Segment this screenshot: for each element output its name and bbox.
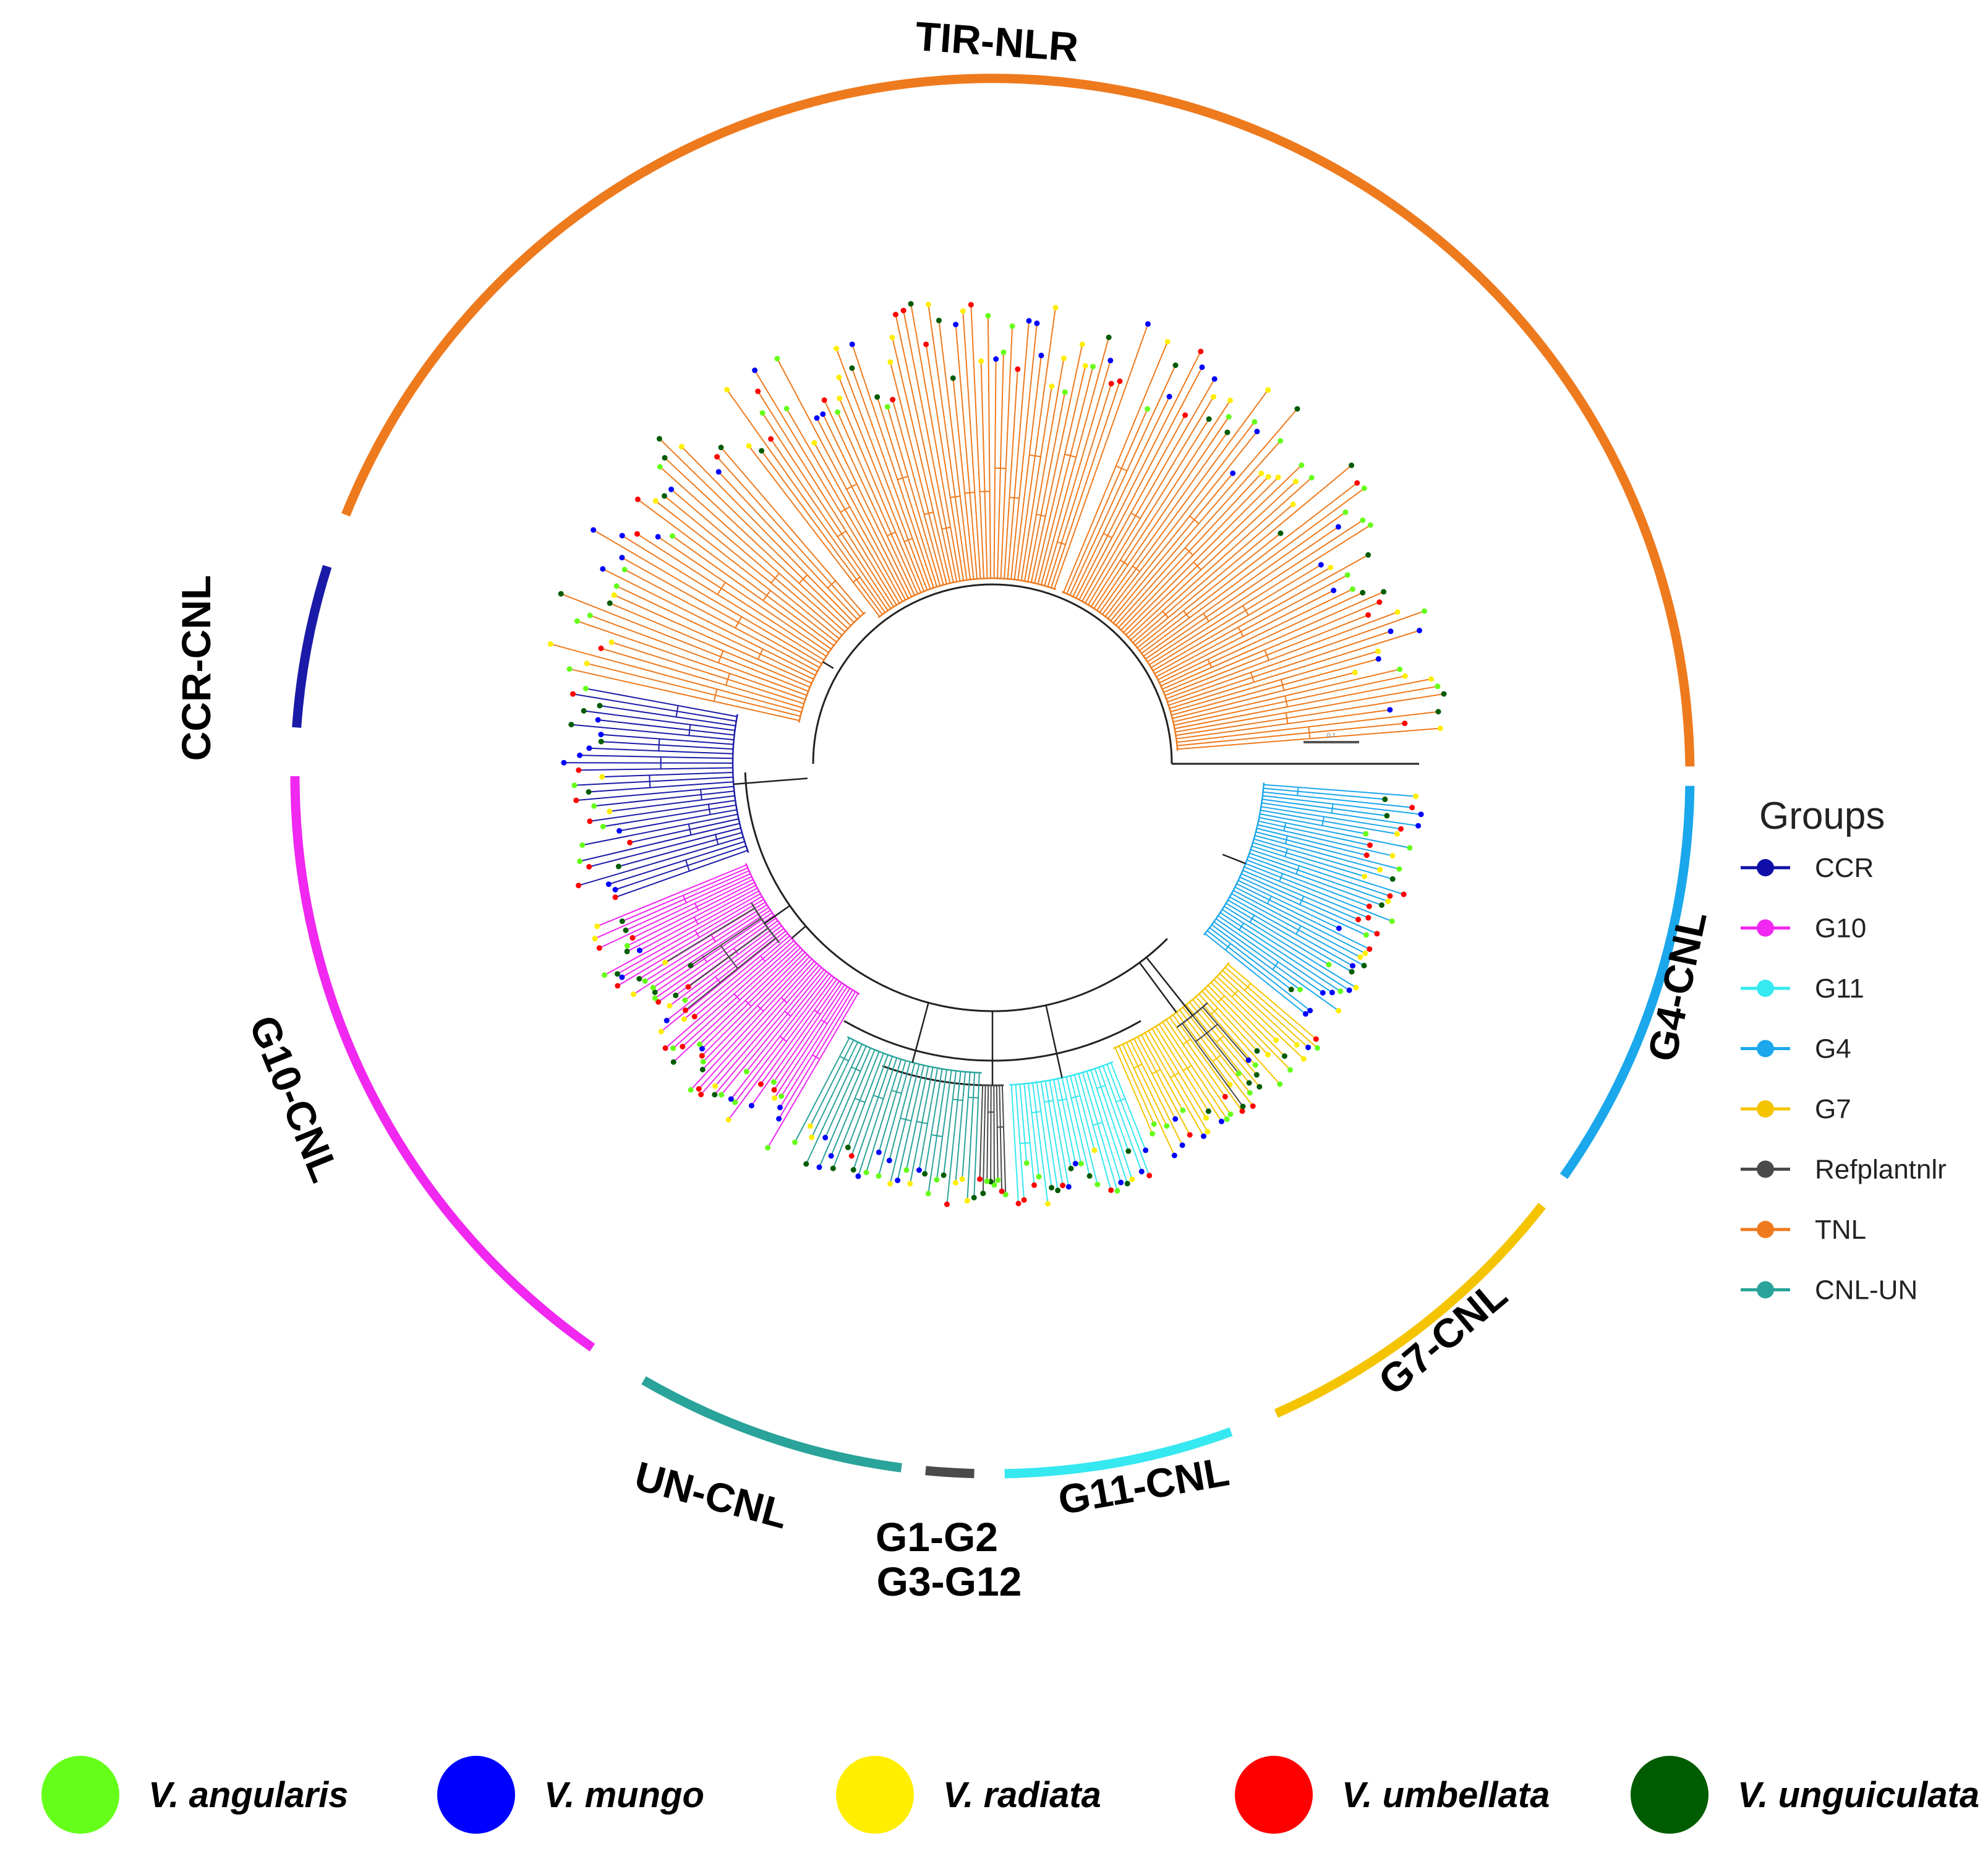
legend-item: G7 [1741, 1094, 1851, 1124]
tree-clade [1061, 339, 1447, 751]
tree-clade [561, 685, 808, 900]
species-swatch [836, 1756, 914, 1834]
species-swatch [1631, 1756, 1709, 1834]
legend-label: CNL-UN [1815, 1275, 1918, 1306]
legend-item: Refplantnlr [1741, 1155, 1947, 1185]
tree-clade [724, 301, 1151, 618]
legend-marker [1757, 1100, 1774, 1118]
groups-legend: Groups CCR G10 G11 G4 G7 Refplantnlr TNL CNL-UN [1741, 795, 1947, 1306]
tree-clade [1203, 782, 1424, 1017]
clade-label-g3-g12: G3-G12 [877, 1559, 1022, 1604]
clade-label-ccr-cnl: CCR-CNL [173, 575, 219, 761]
tree-clade [1112, 962, 1320, 1158]
legend-item: G11 [1741, 973, 1864, 1004]
ring-arc-un-cnl [641, 1376, 902, 1473]
species-label: V. mungo [544, 1775, 704, 1815]
legend-label: G10 [1815, 913, 1866, 944]
clade-label-g1-g2: G1-G2 [876, 1514, 998, 1560]
legend-label: TNL [1815, 1215, 1866, 1245]
legend-item: TNL [1741, 1215, 1866, 1245]
species-item: V. radiata [836, 1756, 1101, 1834]
legend-marker [1757, 980, 1774, 997]
species-item: V. unguiculata [1631, 1756, 1979, 1834]
legend-item: CNL-UN [1741, 1275, 1918, 1306]
tree-clade [592, 863, 860, 1151]
ring-arc-g10-cnl [290, 776, 595, 1352]
legend-item: CCR [1741, 853, 1874, 883]
species-swatch [41, 1756, 119, 1834]
legend-marker [1757, 1040, 1774, 1058]
legend-item: G4 [1741, 1034, 1851, 1064]
species-label: V. unguiculata [1738, 1775, 1979, 1815]
legend-label: G11 [1815, 973, 1864, 1004]
species-swatch [1235, 1756, 1313, 1834]
species-legend: V. angularis V. mungo V. radiata V. umbella… [41, 1756, 1979, 1834]
ring-arc-g7-cnl [1274, 1202, 1546, 1418]
scale-bar: 0.1 [1303, 732, 1359, 743]
tree-clade [548, 435, 866, 723]
species-label: V. radiata [943, 1775, 1101, 1815]
ring-arc-g1-g12 [925, 1466, 975, 1479]
clade-label-tir-nlr: TIR-NLR [914, 13, 1080, 70]
tree-clade [792, 1003, 982, 1207]
clade-label-g10-cnl: G10-CNL [241, 1009, 348, 1189]
species-label: V. angularis [148, 1775, 348, 1815]
tree-branches [548, 301, 1447, 1207]
clade-label-g7-cnl: G7-CNL [1370, 1271, 1516, 1404]
legend-marker [1757, 919, 1774, 937]
tree-clade [977, 1011, 1009, 1198]
clade-ring [290, 74, 1695, 1479]
legend-marker [1757, 1221, 1774, 1238]
legend-label: Refplantnlr [1815, 1155, 1947, 1185]
legend-title: Groups [1759, 795, 1885, 837]
tree-clade [1009, 1005, 1153, 1207]
clade-labels: TIR-NLR CCR-CNL G10-CNL UN-CNL G1-G2 G3-… [173, 13, 1715, 1604]
clade-label-un-cnl: UN-CNL [630, 1453, 793, 1537]
clade-label-g4-cnl: G4-CNL [1639, 907, 1715, 1066]
species-swatch [437, 1756, 515, 1834]
ring-arc-g4-cnl [1559, 785, 1695, 1179]
tree-clade [662, 902, 791, 1013]
tree-clade [1146, 957, 1252, 1110]
legend-label: G4 [1815, 1034, 1851, 1064]
legend-label: CCR [1815, 853, 1874, 883]
scale-bar-label: 0.1 [1327, 732, 1336, 739]
legend-label: G7 [1815, 1094, 1851, 1124]
species-label: V. umbellata [1342, 1775, 1550, 1815]
ring-arc-ccr-cnl [292, 565, 332, 728]
legend-marker [1757, 1160, 1774, 1178]
species-item: V. umbellata [1235, 1756, 1550, 1834]
ring-arc-g11-cnl [1004, 1427, 1233, 1479]
legend-marker [1757, 1281, 1774, 1299]
species-item: V. angularis [41, 1756, 348, 1834]
species-item: V. mungo [437, 1756, 704, 1834]
ring-arc-tir-nlr [341, 74, 1695, 767]
legend-marker [1757, 859, 1774, 876]
legend-item: G10 [1741, 913, 1866, 944]
